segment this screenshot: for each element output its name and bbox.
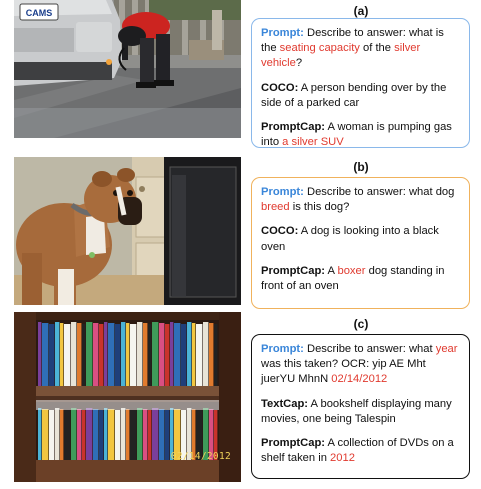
dvd-spine: [170, 322, 174, 386]
photo-date-stamp: 02/14/2012: [170, 451, 231, 462]
dvd-spine: [42, 323, 49, 386]
dvd-spine: [77, 323, 82, 386]
dvd-spine: [86, 322, 93, 386]
dvd-spine: [130, 324, 137, 386]
dog-oven-illustration: [14, 157, 241, 305]
dvd-spine: [49, 410, 55, 460]
dvd-spine: [137, 408, 143, 460]
dvd-spine: [108, 409, 115, 460]
dvd-spine: [115, 324, 121, 386]
prompt-line-a: Prompt: Describe to answer: what is the …: [261, 27, 444, 70]
prompt-line-c: Prompt: Describe to answer: what year wa…: [261, 343, 458, 386]
dvd-spine: [196, 324, 203, 386]
dvd-spine: [152, 408, 159, 460]
dvd-spine: [143, 409, 148, 460]
prompt-line-b: Prompt: Describe to answer: what dog bre…: [261, 186, 455, 214]
dvd-spine: [192, 409, 196, 460]
dvd-spine: [55, 408, 60, 460]
dvd-spine: [143, 323, 148, 386]
dvd-spine: [214, 410, 218, 460]
dvd-spine: [71, 322, 77, 386]
photo-gas-station: CAMS: [14, 0, 241, 138]
dvd-spine: [108, 323, 115, 386]
dvd-spine: [181, 324, 187, 386]
dvd-spine: [121, 408, 126, 460]
caption-box-b: Prompt: Describe to answer: what dog bre…: [251, 177, 470, 309]
dvd-spine: [165, 324, 170, 386]
dvd-spine: [174, 323, 181, 386]
dvd-spine: [148, 410, 152, 460]
license-plate-text: CAMS: [26, 8, 53, 18]
promptcap-caption-c: PromptCap: A collection of DVDs on a she…: [261, 437, 454, 465]
dvd-spine: [86, 408, 93, 460]
dvd-spine: [148, 324, 152, 386]
dvd-spine: [214, 324, 218, 386]
gas-station-illustration: CAMS: [14, 0, 241, 138]
panel-label-a: (a): [353, 4, 369, 18]
dvd-spine: [203, 408, 209, 460]
dvd-spine: [159, 409, 165, 460]
dvd-spine: [174, 409, 181, 460]
dvd-spine: [187, 408, 192, 460]
dvd-spine: [187, 322, 192, 386]
dvd-spine: [82, 324, 86, 386]
dvd-spine: [93, 323, 99, 386]
dvd-shelf-illustration: [14, 312, 241, 482]
dvd-spine: [104, 322, 108, 386]
dvd-spine: [121, 322, 126, 386]
dvd-spine: [126, 323, 130, 386]
dvd-spine: [64, 324, 71, 386]
dvd-spine: [209, 409, 214, 460]
dvd-spine: [38, 408, 42, 460]
panel-label-b: (b): [353, 160, 369, 174]
dvd-spine: [77, 409, 82, 460]
dvd-spine: [137, 322, 143, 386]
dvd-spine: [82, 410, 86, 460]
dvd-spine: [99, 324, 104, 386]
dvd-spine: [60, 323, 64, 386]
dvd-spine: [159, 323, 165, 386]
dvd-spine: [55, 322, 60, 386]
promptcap-caption-a: PromptCap: A woman is pumping gas into a…: [261, 121, 452, 149]
promptcap-caption-b: PromptCap: A boxer dog standing in front…: [261, 264, 445, 293]
dvd-spine: [165, 410, 170, 460]
dvd-spine: [170, 408, 174, 460]
dvd-spine: [203, 322, 209, 386]
dvd-spine: [60, 409, 64, 460]
dvd-spine: [181, 410, 187, 460]
dvd-spine: [196, 410, 203, 460]
dvd-spine: [209, 323, 214, 386]
panel-label-c: (c): [353, 317, 369, 331]
dvd-spine: [38, 322, 42, 386]
coco-caption-a: COCO: A person bending over by the side …: [261, 81, 447, 109]
caption-box-c: Prompt: Describe to answer: what year wa…: [251, 334, 470, 479]
dvd-spine: [42, 409, 49, 460]
dvd-spine: [115, 410, 121, 460]
textcap-caption-c: TextCap: A bookshelf displaying many mov…: [261, 397, 452, 425]
coco-caption-b: COCO: A dog is looking into a black oven: [261, 225, 439, 253]
dvd-spine: [104, 408, 108, 460]
photo-dvd-shelf: 02/14/2012: [14, 312, 241, 482]
dvd-spine: [152, 322, 159, 386]
dvd-spine: [49, 324, 55, 386]
dvd-spine: [99, 410, 104, 460]
dvd-spine: [126, 409, 130, 460]
dvd-spine: [64, 410, 71, 460]
caption-box-a: Prompt: Describe to answer: what is the …: [251, 18, 470, 148]
dvd-spine: [192, 323, 196, 386]
dvd-spine: [71, 408, 77, 460]
dvd-spine: [93, 409, 99, 460]
dvd-spine: [130, 410, 137, 460]
photo-dog-oven: [14, 157, 241, 305]
